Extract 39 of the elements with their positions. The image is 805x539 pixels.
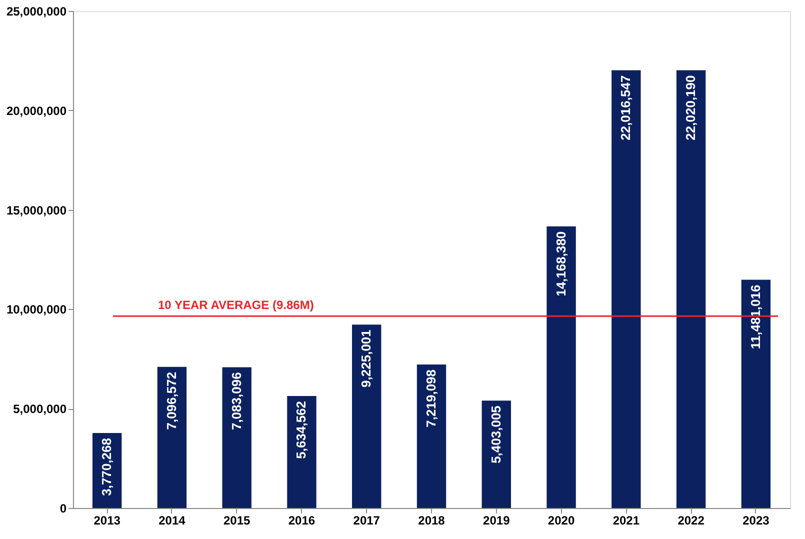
y-tick-label: 0 (60, 502, 67, 516)
x-tick-label: 2013 (94, 514, 121, 528)
y-tick-label: 15,000,000 (6, 203, 67, 218)
data-label: 22,020,190 (683, 75, 698, 140)
data-label: 7,083,096 (228, 372, 244, 430)
y-tick-label: 10,000,000 (6, 302, 67, 317)
bar (482, 400, 511, 508)
data-label: 14,168,380 (553, 231, 568, 296)
bar (352, 324, 382, 508)
x-tick-label: 2021 (612, 514, 640, 528)
bar (612, 70, 641, 508)
x-tick-label: 2014 (158, 514, 186, 528)
bar (222, 367, 252, 508)
y-tick-label: 20,000,000 (6, 104, 67, 118)
data-label: 7,219,098 (424, 369, 438, 428)
data-label: 7,096,572 (164, 372, 179, 430)
bar (546, 226, 576, 508)
x-tick-label: 2015 (223, 514, 251, 528)
x-tick-label: 2019 (483, 514, 510, 528)
x-tick-label: 2017 (353, 514, 380, 528)
bar (287, 396, 316, 508)
x-tick-label: 2018 (418, 514, 446, 528)
data-label: 5,634,562 (294, 400, 309, 459)
ref-line-label: 10 YEAR AVERAGE (9.86M) (158, 298, 314, 312)
data-label: 3,770,268 (99, 438, 114, 496)
bar (741, 280, 771, 508)
x-tick-label: 2020 (548, 514, 575, 528)
x-tick-label: 2022 (678, 514, 705, 528)
bar (676, 70, 706, 508)
y-tick-label: 25,000,000 (6, 4, 67, 18)
x-tick-label: 2023 (742, 514, 770, 528)
data-label: 11,481,016 (748, 284, 763, 350)
data-label: 5,403,005 (488, 406, 504, 464)
x-tick-label: 2016 (288, 514, 316, 528)
bar (416, 364, 446, 508)
y-tick-label: 5,000,000 (13, 402, 67, 416)
data-label: 22,016,547 (618, 75, 634, 140)
bar (157, 366, 187, 508)
data-label: 9,225,001 (358, 330, 374, 388)
